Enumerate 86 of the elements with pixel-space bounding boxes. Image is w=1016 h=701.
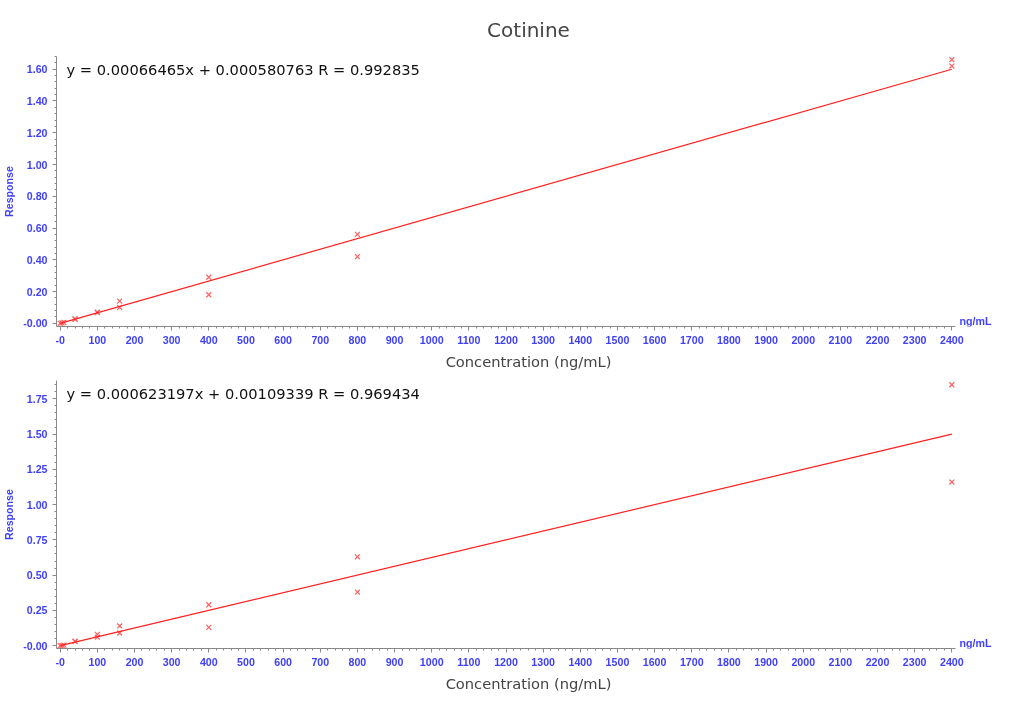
y-tick-label: 1.40 bbox=[26, 94, 48, 107]
text: ng/mL bbox=[959, 314, 992, 327]
point bbox=[354, 589, 361, 596]
x-tick-label: 1700 bbox=[679, 333, 704, 346]
y-tick-label: -0.00 bbox=[23, 317, 48, 330]
y-tick-label: 1.60 bbox=[26, 63, 48, 76]
x-tick-label: 1100 bbox=[457, 655, 481, 668]
x-tick-label: 2400 bbox=[939, 333, 964, 346]
x-tick-label: 200 bbox=[125, 333, 144, 346]
x-tick-label: 500 bbox=[237, 655, 255, 668]
x-axis-title: Concentration (ng/mL) bbox=[445, 352, 612, 370]
x-tick-label: 1200 bbox=[494, 655, 518, 668]
point bbox=[948, 478, 955, 486]
x-tick-label: -0 bbox=[55, 655, 66, 668]
x-tick-label: 2300 bbox=[902, 333, 927, 346]
x-tick-label: 900 bbox=[385, 333, 404, 346]
x-tick-label: 500 bbox=[237, 333, 255, 346]
x-tick-label: 1300 bbox=[531, 655, 556, 668]
x-tick-label: 600 bbox=[274, 333, 293, 346]
annotation: y = 0.000623197x + 0.00109339 R = 0.969434 bbox=[66, 384, 420, 402]
x-tick-label: 100 bbox=[88, 655, 107, 668]
y-tick-label: -0.00 bbox=[23, 639, 48, 652]
x-tick-label: 2200 bbox=[865, 655, 890, 668]
x-tick-label: 300 bbox=[162, 333, 181, 346]
x-tick-label: 400 bbox=[199, 655, 218, 668]
x-tick-label: 100 bbox=[88, 333, 107, 346]
x-tick-label: 2100 bbox=[828, 655, 853, 668]
y-tick-label: 0.40 bbox=[26, 253, 48, 266]
x-tick-label: 1600 bbox=[642, 655, 667, 668]
point bbox=[354, 553, 361, 560]
x-tick-label: 2300 bbox=[902, 655, 927, 668]
x-tick-label: -0 bbox=[55, 333, 66, 346]
y-tick-label: 1.50 bbox=[26, 428, 48, 441]
x-tick-label: 700 bbox=[311, 655, 330, 668]
x-tick-label: 1500 bbox=[605, 655, 630, 668]
x-tick-label: 2400 bbox=[939, 655, 964, 668]
x-tick-label: 1800 bbox=[717, 333, 741, 346]
x-tick-label: 600 bbox=[274, 655, 293, 668]
point bbox=[205, 291, 212, 298]
point bbox=[205, 624, 212, 631]
x-tick-label: 400 bbox=[199, 333, 218, 346]
x-tick-label: 1000 bbox=[419, 333, 444, 346]
chart-title: Cotinine bbox=[487, 17, 570, 42]
x-tick-label: 2000 bbox=[791, 655, 816, 668]
x-tick-label: 1500 bbox=[605, 333, 630, 346]
x-tick-label: 700 bbox=[311, 333, 330, 346]
text: ng/mL bbox=[959, 636, 992, 649]
annotation: y = 0.00066465x + 0.000580763 R = 0.992835 bbox=[66, 60, 420, 78]
x-tick-label: 1800 bbox=[717, 655, 741, 668]
y-tick-label: 1.20 bbox=[26, 126, 48, 139]
y-tick-label: 1.75 bbox=[26, 392, 48, 405]
x-tick-label: 200 bbox=[125, 655, 144, 668]
x-tick-label: 1900 bbox=[754, 333, 779, 346]
x-tick-label: 2100 bbox=[828, 333, 853, 346]
y-tick-label: 1.00 bbox=[26, 498, 48, 511]
y-tick-label: 0.80 bbox=[26, 190, 48, 203]
x-tick-label: 1900 bbox=[754, 655, 779, 668]
x-tick-label: 1600 bbox=[642, 333, 667, 346]
x-tick-label: 300 bbox=[162, 655, 181, 668]
x-tick-label: 1100 bbox=[457, 333, 481, 346]
y-tick-label: 0.50 bbox=[26, 569, 48, 582]
x-tick-label: 1400 bbox=[568, 333, 593, 346]
y-tick-label: 1.00 bbox=[26, 158, 48, 171]
x-tick-label: 1200 bbox=[494, 333, 518, 346]
x-tick-label: 800 bbox=[348, 655, 367, 668]
y-tick-label: 0.75 bbox=[26, 533, 48, 546]
y-tick-label: 0.20 bbox=[26, 285, 48, 298]
x-tick-label: 1400 bbox=[568, 655, 593, 668]
x-tick-label: 2200 bbox=[865, 333, 890, 346]
y-tick-label: 1.25 bbox=[26, 463, 48, 476]
point bbox=[116, 622, 123, 630]
y-axis-title: Response bbox=[3, 488, 16, 540]
point bbox=[948, 381, 955, 388]
point bbox=[116, 298, 123, 305]
x-axis-title: Concentration (ng/mL) bbox=[445, 674, 612, 692]
x-tick-label: 900 bbox=[385, 655, 404, 668]
point bbox=[948, 56, 955, 63]
x-tick-label: 1300 bbox=[531, 333, 556, 346]
x-tick-label: 2000 bbox=[791, 333, 816, 346]
y-axis-title: Response bbox=[3, 165, 16, 217]
x-tick-label: 1000 bbox=[419, 655, 444, 668]
y-tick-label: 0.25 bbox=[26, 604, 48, 617]
x-tick-label: 1700 bbox=[679, 655, 704, 668]
point bbox=[948, 62, 955, 70]
y-tick-label: 0.60 bbox=[26, 222, 48, 235]
x-tick-label: 800 bbox=[348, 333, 367, 346]
